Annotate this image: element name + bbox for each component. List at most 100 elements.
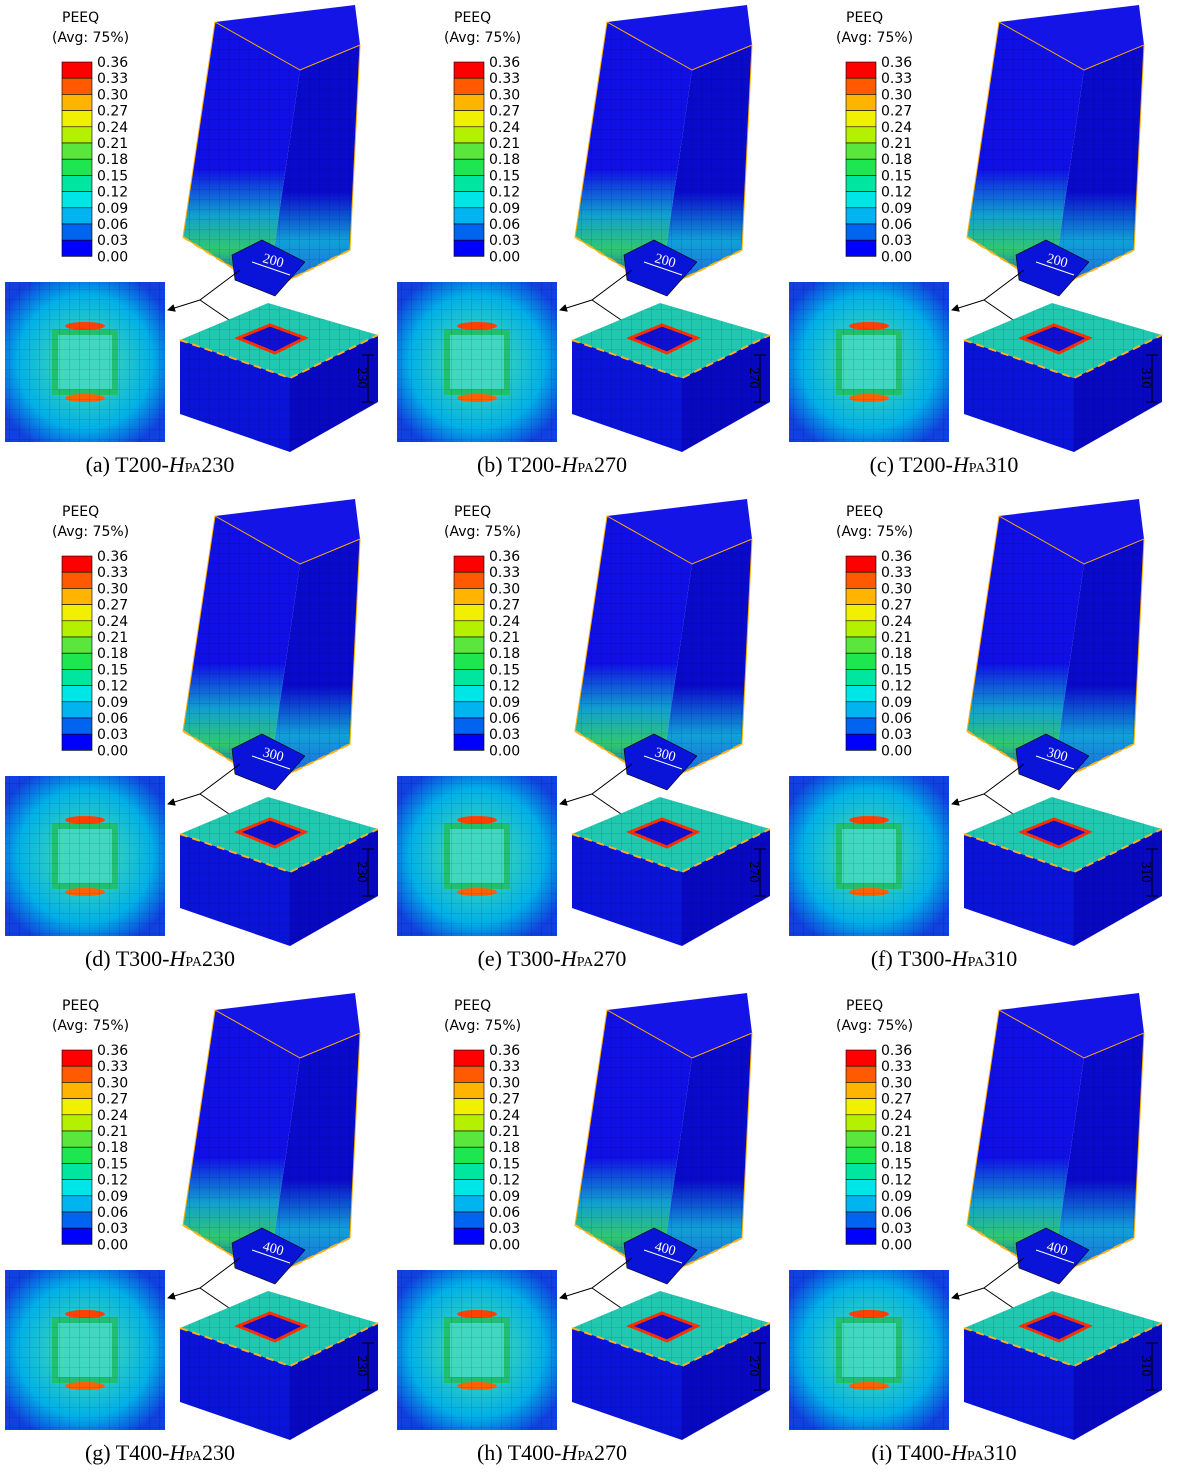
legend-label: 0.15 xyxy=(881,662,912,678)
legend-swatch xyxy=(453,1211,485,1229)
top-view-mesh xyxy=(5,282,165,442)
legend-swatch xyxy=(61,588,93,605)
legend-swatch xyxy=(61,1163,93,1180)
legend-label: 0.33 xyxy=(881,71,912,87)
legend-label: 0.18 xyxy=(97,152,128,168)
legend-label: 0.18 xyxy=(881,646,912,662)
panel: PEEQ(Avg: 75%)0.360.330.300.270.240.210.… xyxy=(789,5,1163,477)
legend-swatch xyxy=(61,1098,93,1116)
legend-title: PEEQ xyxy=(846,504,883,520)
legend-swatch xyxy=(453,1114,485,1132)
legend-swatch xyxy=(61,158,93,176)
legend-subtitle: (Avg: 75%) xyxy=(444,30,521,46)
legend-label: 0.12 xyxy=(881,185,912,201)
top-view-mesh xyxy=(5,776,165,936)
section-outline xyxy=(966,730,1135,786)
legend-label: 0.24 xyxy=(489,1108,520,1124)
caption-subscript: PA xyxy=(577,1449,595,1464)
legend-swatch xyxy=(845,555,877,573)
legend-swatch xyxy=(453,61,485,79)
legend-label: 0.21 xyxy=(881,136,912,152)
caption-prefix: (g) T400- xyxy=(85,1440,170,1465)
legend-label: 0.36 xyxy=(489,55,520,71)
legend-swatch xyxy=(61,94,93,111)
caption-subscript: PA xyxy=(968,955,986,970)
legend-swatch xyxy=(845,636,877,654)
legend-label: 0.09 xyxy=(97,695,128,711)
panel: PEEQ(Avg: 75%)0.360.330.300.270.240.210.… xyxy=(789,993,1163,1465)
block-mesh xyxy=(572,303,770,452)
connector-arrow xyxy=(951,1287,985,1300)
legend-swatch xyxy=(845,588,877,605)
caption-prefix: (a) T200- xyxy=(86,452,169,477)
legend-label: 0.00 xyxy=(489,249,520,265)
section-outline xyxy=(574,236,743,292)
panel: PEEQ(Avg: 75%)0.360.330.300.270.240.210.… xyxy=(789,499,1163,971)
legend-label: 0.27 xyxy=(97,104,128,120)
legend-label: 0.33 xyxy=(97,1059,128,1075)
caption-subscript: PA xyxy=(577,461,595,476)
column-top xyxy=(999,5,1144,70)
column-dim: 400 xyxy=(653,1239,677,1259)
top-view-mesh xyxy=(397,282,557,442)
legend-swatch xyxy=(61,604,93,622)
legend-title: PEEQ xyxy=(62,10,99,26)
caption-prefix: (e) T300- xyxy=(478,946,561,971)
legend-swatch xyxy=(453,207,485,225)
base-dim: 230 xyxy=(354,1356,369,1377)
legend-label: 0.18 xyxy=(489,646,520,662)
connector xyxy=(591,269,633,323)
legend-swatch xyxy=(61,571,93,589)
caption-symbol: H xyxy=(950,1440,968,1465)
legend-label: 0.33 xyxy=(97,71,128,87)
legend-label: 0.30 xyxy=(489,1075,520,1091)
legend-swatch xyxy=(61,1114,93,1132)
legend-swatch xyxy=(453,142,485,160)
legend-swatch xyxy=(845,1211,877,1229)
dim-line xyxy=(643,1249,683,1264)
legend-swatch xyxy=(453,223,485,241)
panel: PEEQ(Avg: 75%)0.360.330.300.270.240.210.… xyxy=(5,5,379,477)
connector-arrow xyxy=(167,299,201,312)
legend-subtitle: (Avg: 75%) xyxy=(444,524,521,540)
legend-swatch xyxy=(845,1114,877,1132)
caption: (c) T200-HPA310 xyxy=(870,452,1019,477)
legend-label: 0.18 xyxy=(881,152,912,168)
legend-swatch xyxy=(61,1211,93,1229)
base-dim: 270 xyxy=(746,368,761,389)
legend-label: 0.36 xyxy=(97,1043,128,1059)
legend-subtitle: (Avg: 75%) xyxy=(836,30,913,46)
caption-value: 310 xyxy=(984,946,1017,971)
legend-swatch xyxy=(61,223,93,241)
block-mesh xyxy=(180,797,378,946)
caption-symbol: H xyxy=(560,946,578,971)
top-view-mesh xyxy=(789,1270,949,1430)
legend-label: 0.21 xyxy=(97,630,128,646)
legend-label: 0.33 xyxy=(489,1059,520,1075)
top-view-mesh xyxy=(397,776,557,936)
legend-label: 0.15 xyxy=(881,168,912,184)
legend-label: 0.24 xyxy=(97,120,128,136)
column-top xyxy=(215,5,360,70)
legend-label: 0.15 xyxy=(881,1156,912,1172)
legend-label: 0.27 xyxy=(881,104,912,120)
legend-title: PEEQ xyxy=(62,504,99,520)
column-top xyxy=(999,993,1144,1058)
legend-label: 0.06 xyxy=(489,217,520,233)
legend-label: 0.36 xyxy=(489,549,520,565)
panel: PEEQ(Avg: 75%)0.360.330.300.270.240.210.… xyxy=(397,499,771,971)
panel: PEEQ(Avg: 75%)0.360.330.300.270.240.210.… xyxy=(5,499,379,971)
legend-swatch xyxy=(453,652,485,670)
dim-line xyxy=(251,261,291,276)
caption-subscript: PA xyxy=(969,461,987,476)
legend-label: 0.18 xyxy=(881,1140,912,1156)
connector-arrow xyxy=(951,299,985,312)
legend-swatch xyxy=(61,620,93,638)
legend-swatch xyxy=(453,1195,485,1213)
top-view-mesh xyxy=(789,282,949,442)
legend-swatch xyxy=(453,620,485,638)
caption-prefix: (i) T400- xyxy=(871,1440,951,1465)
legend-swatch xyxy=(845,669,877,686)
legend-label: 0.30 xyxy=(489,87,520,103)
